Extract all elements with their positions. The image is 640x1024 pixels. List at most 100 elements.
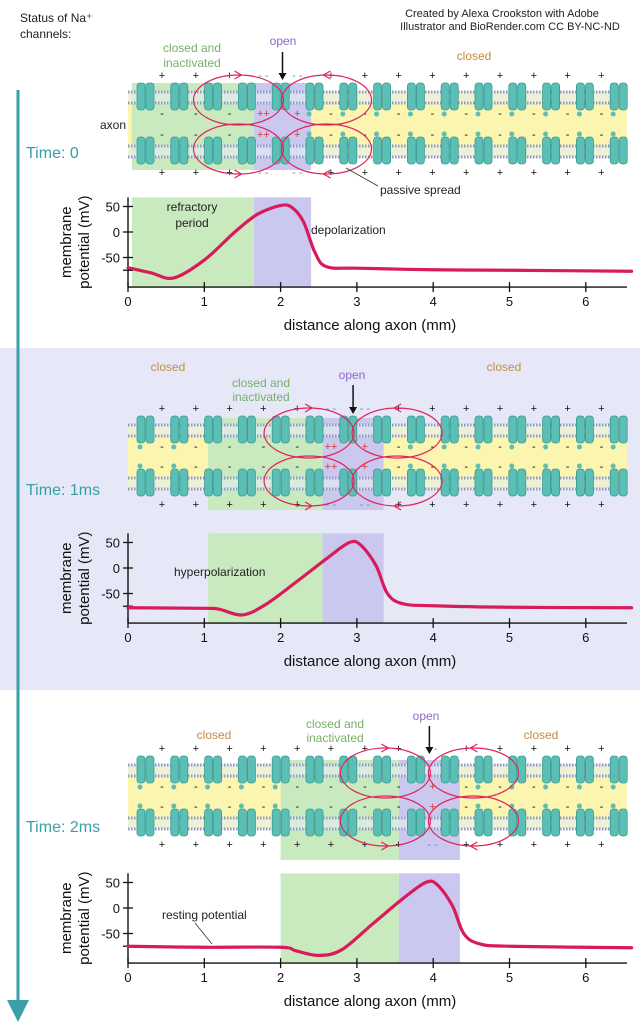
x-tick-label: 4 bbox=[430, 630, 437, 645]
channel-subunit bbox=[305, 82, 315, 111]
open-region bbox=[398, 873, 460, 964]
positive-charge: + bbox=[429, 167, 435, 179]
channel-subunit bbox=[508, 82, 518, 111]
sodium-channel-icon: +- bbox=[474, 403, 503, 453]
positive-charge: + bbox=[598, 499, 604, 511]
panel-2-background bbox=[0, 348, 640, 690]
channel-subunit bbox=[576, 136, 585, 165]
channel-subunit bbox=[382, 468, 392, 497]
current-loop bbox=[280, 74, 373, 126]
negative-charge: - bbox=[160, 129, 164, 141]
inactivation-gate bbox=[610, 463, 616, 469]
x-tick-label: 3 bbox=[353, 294, 360, 309]
channel-subunit bbox=[213, 468, 223, 497]
channel-subunit bbox=[373, 82, 383, 111]
status-closed-right: closed bbox=[487, 360, 522, 374]
positive-charge: + bbox=[159, 499, 165, 511]
channel-subunit bbox=[305, 136, 315, 165]
current-arrow-icon bbox=[392, 403, 402, 413]
y-tick-label: 0 bbox=[113, 901, 120, 916]
passive-spread-leader bbox=[345, 167, 379, 187]
channel-subunit bbox=[474, 136, 484, 165]
x-axis-title: distance along axon (mm) bbox=[284, 993, 457, 1010]
negative-charge: - bbox=[397, 461, 401, 473]
positive-charge: + bbox=[497, 743, 503, 755]
arrowhead-icon bbox=[425, 747, 434, 754]
channel-subunit bbox=[618, 468, 628, 497]
y-tick-label: -50 bbox=[101, 587, 120, 602]
channel-subunit bbox=[373, 468, 383, 497]
positive-charge: + bbox=[497, 167, 503, 179]
channel-subunit bbox=[618, 808, 628, 837]
current-arrow-icon bbox=[322, 169, 331, 179]
current-arrow-icon bbox=[322, 70, 331, 80]
positive-charge: + bbox=[362, 70, 368, 82]
channel-subunit bbox=[449, 82, 459, 111]
channel-subunit bbox=[576, 82, 585, 111]
sodium-channel-icon: +- bbox=[305, 743, 334, 793]
channel-subunit bbox=[213, 415, 223, 444]
x-tick-label: 4 bbox=[430, 294, 437, 309]
x-tick-label: 0 bbox=[124, 294, 131, 309]
sodium-channel-icon: - - ++ bbox=[305, 403, 338, 453]
x-tick-label: 2 bbox=[277, 630, 284, 645]
inactivation-gate bbox=[543, 111, 549, 117]
inactivation-gate bbox=[407, 444, 413, 450]
negative-charge: - bbox=[431, 461, 435, 473]
positive-charge: + bbox=[159, 167, 165, 179]
channel-subunit bbox=[415, 808, 425, 837]
status-closed-left: closed bbox=[151, 360, 186, 374]
channel-subunit bbox=[204, 415, 214, 444]
channel-subunit bbox=[440, 82, 450, 111]
sodium-channel-icon: +- bbox=[406, 403, 436, 453]
positive-charge: ++ bbox=[325, 441, 338, 453]
sodium-channel-icon: +- bbox=[542, 801, 571, 851]
time-label-2ms: Time: 2ms bbox=[26, 819, 100, 836]
sodium-channel-icon: +- bbox=[508, 743, 537, 793]
channel-subunit bbox=[136, 136, 146, 165]
negative-charge: - bbox=[397, 781, 401, 793]
channel-subunit bbox=[382, 415, 392, 444]
current-arrow-icon bbox=[304, 403, 314, 413]
positive-charge: + bbox=[531, 839, 537, 851]
inactivation-gate bbox=[543, 131, 549, 137]
sodium-channel-icon: +- bbox=[508, 403, 537, 453]
channel-subunit bbox=[542, 136, 551, 165]
channel-subunit bbox=[246, 82, 256, 111]
sodium-channel-icon: - - ++ bbox=[237, 70, 270, 120]
sodium-channel-icon: +- bbox=[474, 461, 503, 511]
status-inactivated-2: inactivated bbox=[163, 56, 220, 70]
current-arrow-icon bbox=[469, 743, 478, 753]
positive-charge: + bbox=[193, 70, 199, 82]
negative-charge: - - bbox=[427, 839, 438, 851]
status-inactivated-2: inactivated bbox=[232, 390, 289, 404]
sodium-channel-icon bbox=[609, 82, 628, 117]
negative-charge: - bbox=[194, 108, 198, 120]
status-inactivated: closed and bbox=[163, 41, 221, 55]
status-label: Status of Na⁺ bbox=[20, 11, 92, 25]
sodium-channel-icon: +- bbox=[237, 403, 267, 453]
channel-subunit bbox=[280, 468, 290, 497]
positive-charge: ++ bbox=[325, 461, 338, 473]
channel-subunit bbox=[314, 415, 324, 444]
channel-subunit bbox=[237, 808, 247, 837]
negative-charge: - bbox=[194, 801, 198, 813]
sodium-channel-icon: +- bbox=[136, 403, 165, 453]
inactivation-gate bbox=[475, 803, 481, 809]
positive-charge: + bbox=[429, 403, 435, 415]
channel-subunit bbox=[483, 468, 493, 497]
status-label-line2: channels: bbox=[20, 27, 71, 41]
negative-charge: - bbox=[295, 461, 299, 473]
negative-charge: - - bbox=[292, 167, 303, 179]
channel-subunit bbox=[440, 415, 450, 444]
negative-charge: - bbox=[295, 441, 299, 453]
channel-subunit bbox=[483, 415, 493, 444]
negative-charge: - bbox=[600, 801, 604, 813]
negative-charge: - bbox=[600, 129, 604, 141]
channel-subunit bbox=[415, 136, 425, 165]
positive-charge: + bbox=[395, 167, 401, 179]
channel-subunit bbox=[305, 415, 315, 444]
inactivation-gate bbox=[374, 111, 380, 117]
positive-charge: + bbox=[362, 167, 368, 179]
negative-charge: - bbox=[498, 461, 502, 473]
